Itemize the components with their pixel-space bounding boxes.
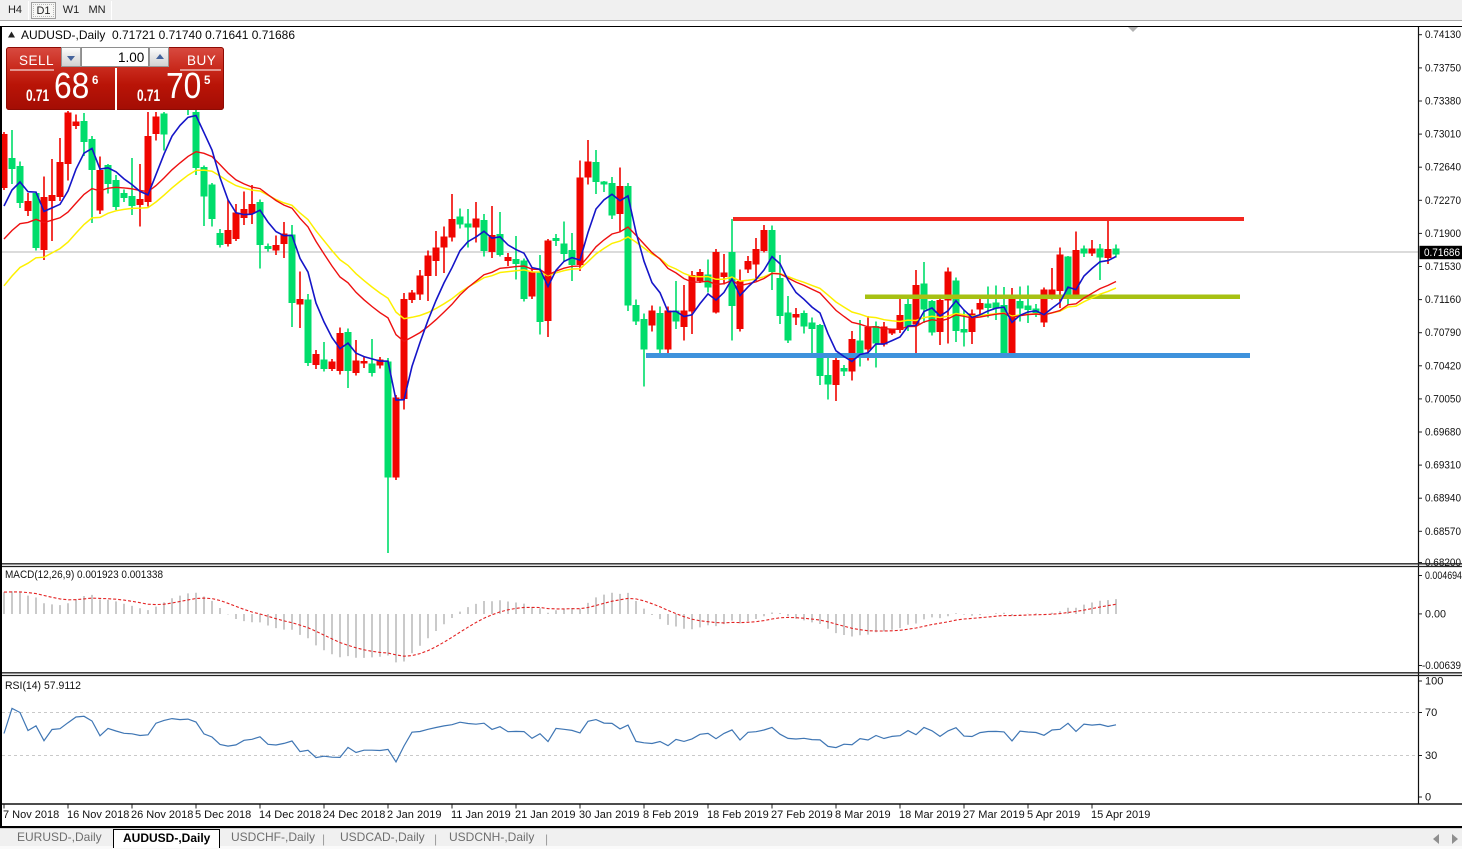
svg-text:0.71530: 0.71530 [1425, 261, 1461, 273]
svg-text:21 Jan 2019: 21 Jan 2019 [515, 809, 576, 821]
svg-text:16 Nov 2018: 16 Nov 2018 [67, 809, 129, 821]
svg-text:14 Dec 2018: 14 Dec 2018 [259, 809, 321, 821]
svg-text:26 Nov 2018: 26 Nov 2018 [131, 809, 193, 821]
svg-text:27 Mar 2019: 27 Mar 2019 [963, 809, 1025, 821]
svg-text:0.68570: 0.68570 [1425, 526, 1461, 538]
svg-text:0.73380: 0.73380 [1425, 96, 1461, 108]
svg-text:0.71160: 0.71160 [1425, 294, 1461, 306]
svg-text:2 Jan 2019: 2 Jan 2019 [387, 809, 441, 821]
svg-text:0.72640: 0.72640 [1425, 162, 1461, 174]
svg-text:0: 0 [1425, 792, 1431, 804]
svg-text:30: 30 [1425, 750, 1437, 762]
svg-text:24 Dec 2018: 24 Dec 2018 [323, 809, 385, 821]
svg-text:RSI(14) 57.9112: RSI(14) 57.9112 [5, 680, 81, 692]
svg-text:0.68200: 0.68200 [1425, 557, 1461, 569]
svg-text:0.00: 0.00 [1425, 608, 1446, 620]
svg-text:18 Feb 2019: 18 Feb 2019 [707, 809, 769, 821]
svg-text:5 Dec 2018: 5 Dec 2018 [195, 809, 251, 821]
svg-text:70: 70 [1425, 707, 1437, 719]
svg-text:0.70790: 0.70790 [1425, 327, 1461, 339]
svg-text:0.73750: 0.73750 [1425, 62, 1461, 74]
svg-text:27 Feb 2019: 27 Feb 2019 [771, 809, 833, 821]
svg-text:8 Mar 2019: 8 Mar 2019 [835, 809, 891, 821]
svg-text:0.70420: 0.70420 [1425, 360, 1461, 372]
svg-text:11 Jan 2019: 11 Jan 2019 [451, 809, 511, 821]
svg-text:0.68940: 0.68940 [1425, 493, 1461, 505]
svg-text:7 Nov 2018: 7 Nov 2018 [3, 809, 59, 821]
svg-text:5 Apr 2019: 5 Apr 2019 [1027, 809, 1080, 821]
svg-text:0.69680: 0.69680 [1425, 427, 1461, 439]
svg-text:MACD(12,26,9) 0.001923 0.00133: MACD(12,26,9) 0.001923 0.001338 [5, 569, 163, 581]
svg-text:AUDUSD-,Daily 0.71721 0.71740: AUDUSD-,Daily 0.71721 0.71740 0.71641 0.… [21, 28, 295, 42]
svg-text:0.72270: 0.72270 [1425, 195, 1461, 207]
svg-text:100: 100 [1425, 676, 1443, 688]
svg-text:0.73010: 0.73010 [1425, 129, 1461, 141]
svg-text:8 Feb 2019: 8 Feb 2019 [643, 809, 699, 821]
svg-text:0.70050: 0.70050 [1425, 393, 1461, 405]
svg-text:0.71686: 0.71686 [1424, 247, 1460, 259]
svg-text:18 Mar 2019: 18 Mar 2019 [899, 809, 961, 821]
svg-text:0.71900: 0.71900 [1425, 228, 1461, 240]
svg-text:0.74130: 0.74130 [1425, 29, 1461, 41]
svg-text:-0.00639: -0.00639 [1422, 660, 1461, 672]
svg-text:0.004694: 0.004694 [1425, 570, 1462, 582]
svg-text:15 Apr 2019: 15 Apr 2019 [1091, 809, 1150, 821]
svg-text:0.69310: 0.69310 [1425, 460, 1461, 472]
svg-text:30 Jan 2019: 30 Jan 2019 [579, 809, 640, 821]
